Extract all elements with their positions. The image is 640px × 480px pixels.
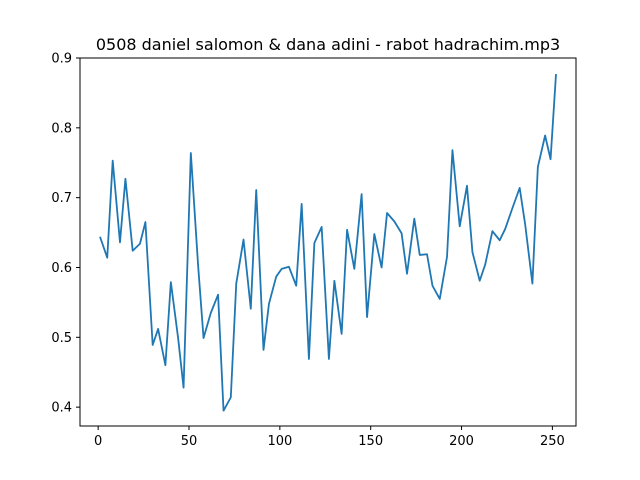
x-tick-label: 200	[449, 434, 474, 449]
axes-frame	[79, 57, 577, 427]
x-axis: 0 50 100 150 200 250	[94, 426, 565, 449]
plot-area	[99, 74, 557, 412]
y-tick-label: 0.8	[51, 121, 72, 136]
y-tick-label: 0.5	[51, 331, 72, 346]
x-tick-label: 150	[358, 434, 383, 449]
y-axis: 0.4 0.5 0.6 0.7 0.8 0.9	[51, 52, 80, 416]
x-tick-label: 50	[181, 434, 198, 449]
y-tick-label: 0.7	[51, 191, 72, 206]
x-tick-label: 100	[267, 434, 292, 449]
y-tick-label: 0.4	[51, 401, 72, 416]
y-tick-label: 0.6	[51, 261, 72, 276]
series-line-0	[99, 74, 557, 412]
chart-title: 0508 daniel salomon & dana adini - rabot…	[96, 35, 560, 54]
x-tick-label: 0	[94, 434, 102, 449]
y-tick-label: 0.9	[51, 52, 72, 67]
x-tick-label: 250	[540, 434, 565, 449]
